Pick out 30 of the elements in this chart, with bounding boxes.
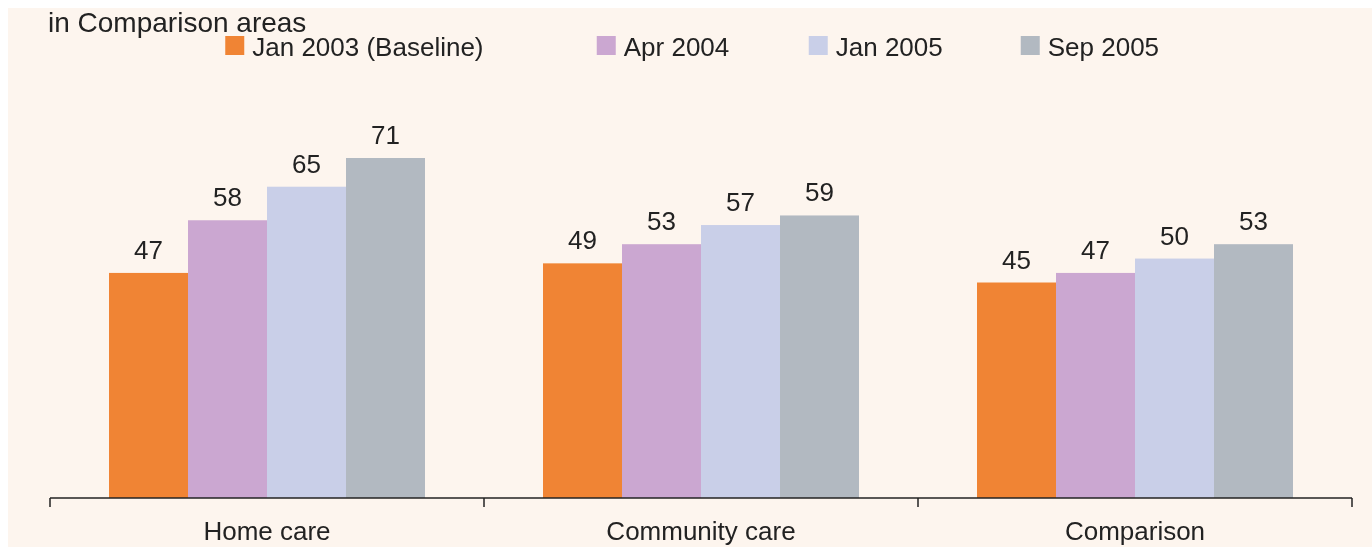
data-label: 57 (726, 187, 755, 218)
x-tick-label: Comparison (1064, 516, 1206, 546)
bar (1214, 244, 1293, 498)
bar (701, 225, 780, 498)
bar (622, 244, 701, 498)
data-label: 47 (134, 234, 163, 265)
bar (1135, 258, 1214, 498)
data-label: 45 (1002, 244, 1031, 275)
bar (188, 220, 267, 498)
bar (780, 215, 859, 498)
x-tick-label: Home care (203, 516, 331, 546)
data-label: 47 (1081, 234, 1110, 265)
data-label: 53 (1239, 206, 1268, 237)
bar (1056, 272, 1135, 498)
x-tick-label: Community care (606, 516, 796, 546)
data-label: 58 (213, 182, 242, 213)
legend-label: Jan 2005 (835, 32, 943, 62)
legend-label: Sep 2005 (1047, 32, 1160, 62)
data-label: 59 (805, 177, 834, 208)
data-label: 50 (1160, 220, 1189, 251)
legend-label: Apr 2004 (623, 32, 730, 62)
data-label: 49 (568, 225, 597, 256)
bar (543, 263, 622, 498)
bar (346, 158, 425, 498)
bar (267, 186, 346, 498)
bar (977, 282, 1056, 498)
bar (109, 272, 188, 498)
data-label: 65 (292, 148, 321, 179)
data-label: 53 (647, 206, 676, 237)
data-label: 71 (371, 120, 400, 150)
